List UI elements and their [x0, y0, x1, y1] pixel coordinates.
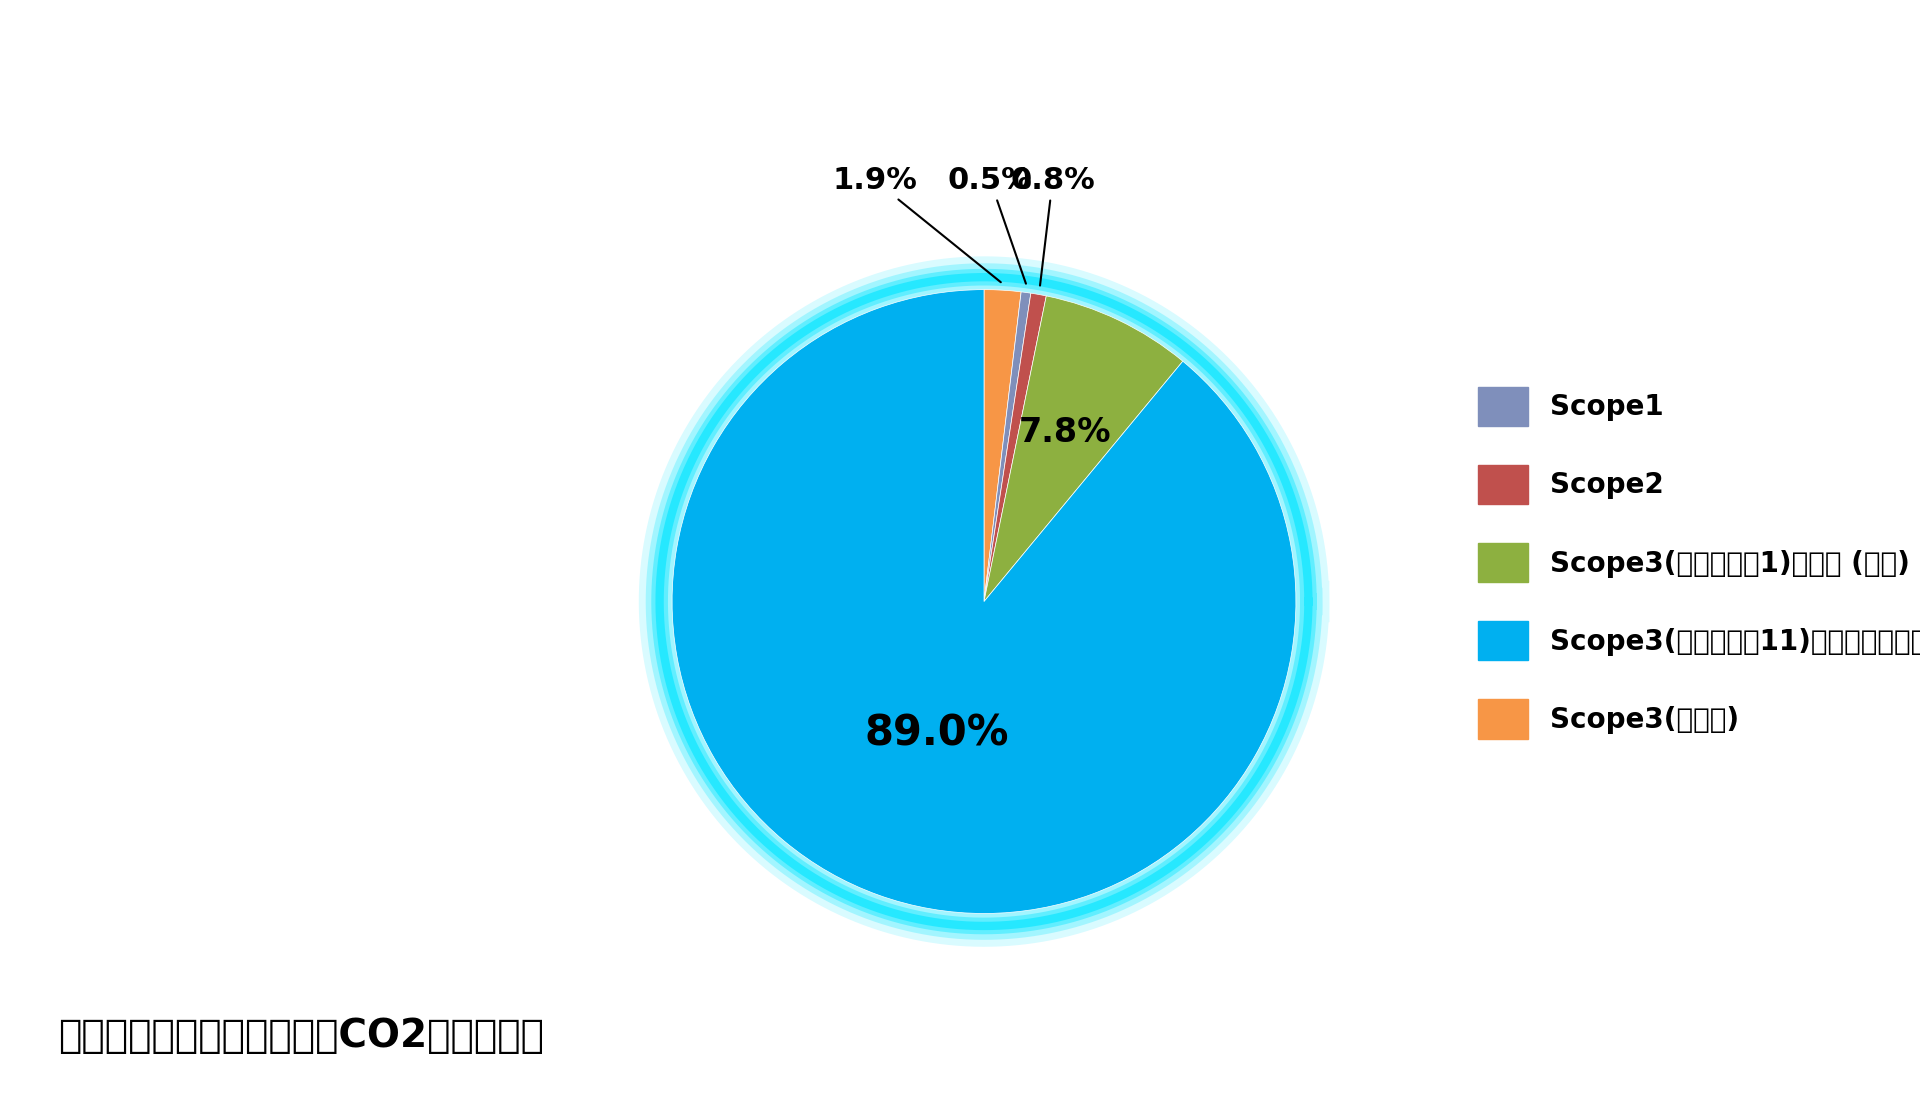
Text: 1.9%: 1.9% [833, 166, 1000, 282]
Wedge shape [983, 296, 1183, 602]
Text: 7.8%: 7.8% [1018, 417, 1112, 449]
Wedge shape [983, 290, 1021, 602]
Text: 89.0%: 89.0% [864, 713, 1008, 754]
Wedge shape [983, 292, 1031, 602]
Wedge shape [983, 293, 1046, 602]
Text: サプライチェーン全体でのCO2排出量割合: サプライチェーン全体でのCO2排出量割合 [58, 1017, 543, 1055]
Text: 0.8%: 0.8% [1010, 166, 1094, 285]
Wedge shape [672, 290, 1296, 913]
Legend: Scope1, Scope2, Scope3(カテゴリー1)：素材 (購入), Scope3(カテゴリー11)：販売製品の使用, Scope3(その他): Scope1, Scope2, Scope3(カテゴリー1)：素材 (購入), … [1478, 387, 1920, 739]
Text: 0.5%: 0.5% [948, 166, 1033, 284]
